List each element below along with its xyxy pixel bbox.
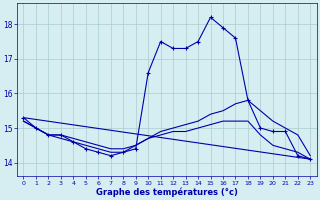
X-axis label: Graphe des températures (°c): Graphe des températures (°c) (96, 187, 238, 197)
